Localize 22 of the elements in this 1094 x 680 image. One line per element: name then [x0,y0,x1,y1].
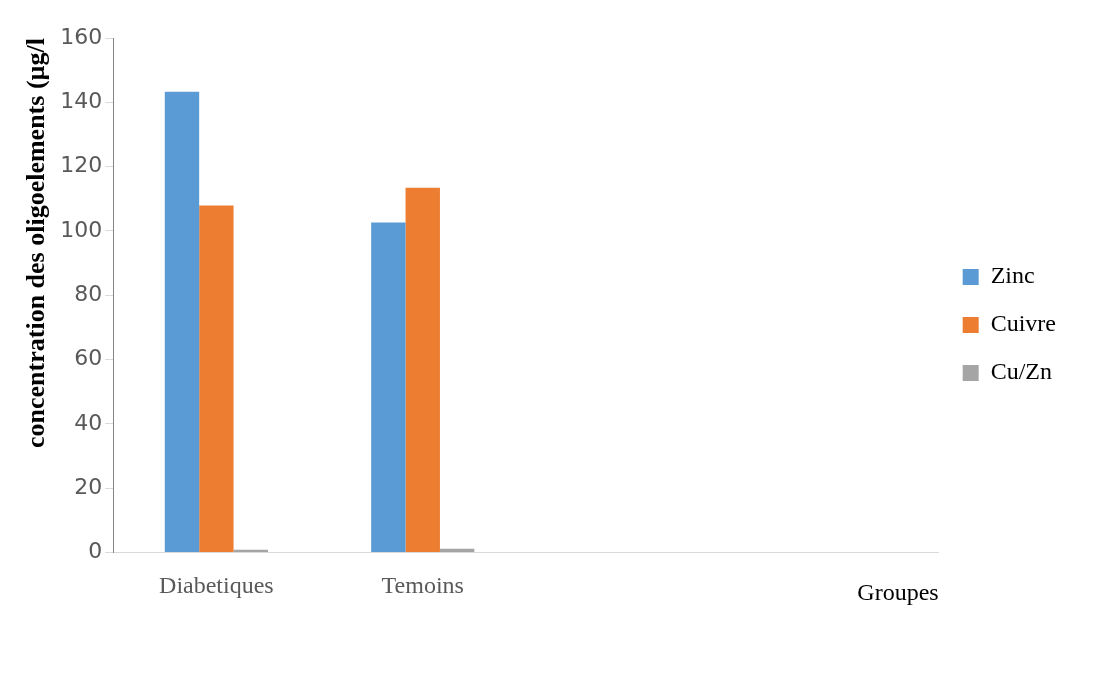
x-axis-title: Groupes [857,578,939,605]
y-tick-label: 140 [60,88,103,114]
x-tick-label: Temoins [381,572,464,599]
bar [233,549,268,552]
y-tick-label: 80 [74,280,103,306]
y-tick-label: 0 [88,538,103,564]
bar [439,548,475,552]
bar [405,187,440,552]
y-tick-label: 40 [74,409,103,435]
legend-label: Cuivre [990,310,1057,337]
bar [371,222,406,552]
x-tick-label: Diabetiques [159,572,274,599]
y-tick-label: 100 [60,216,103,242]
bar [199,205,234,552]
legend-label: Zinc [990,262,1035,289]
y-axis-title: concentration des oligoelements (µg/l [21,38,51,448]
y-tick-label: 120 [60,152,103,178]
y-tick-label: 20 [74,473,103,499]
bar [164,91,200,552]
y-tick-label: 160 [60,23,103,49]
legend-label: Cu/Zn [990,358,1053,385]
y-tick-label: 60 [74,345,103,371]
